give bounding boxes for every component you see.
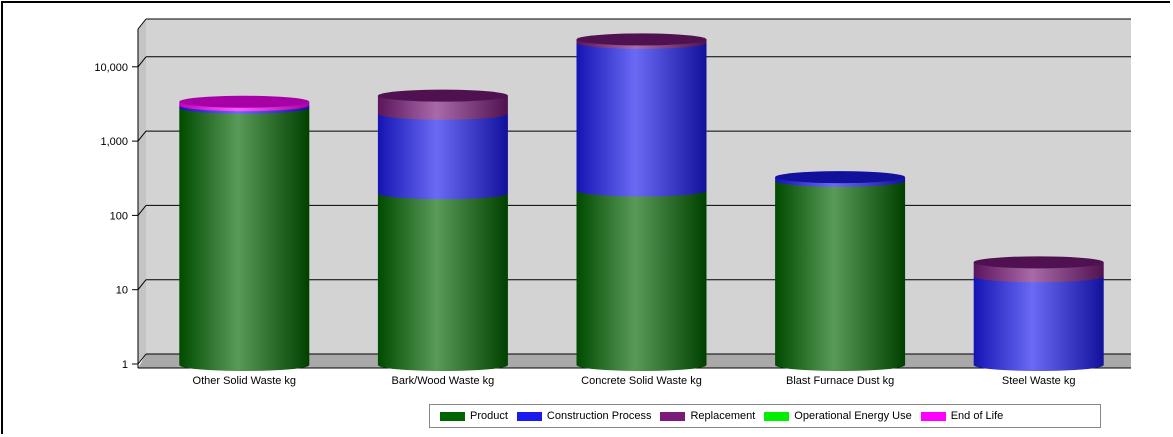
bar-segment <box>973 276 1104 371</box>
chart-legend: Product Construction Process Replacement Op… <box>429 404 1101 428</box>
bar-segment <box>377 193 508 371</box>
y-tick-label: 10,000 <box>94 62 128 74</box>
legend-swatch <box>920 411 946 421</box>
legend-item: End of Life <box>920 410 1004 422</box>
bar-segment <box>576 190 707 371</box>
legend-item: Operational Energy Use <box>764 410 912 422</box>
gridline-side <box>137 205 147 216</box>
bar-segment <box>179 107 310 371</box>
legend-swatch <box>764 411 790 421</box>
bar-segment <box>576 42 707 197</box>
y-tick-label: 1,000 <box>100 136 128 148</box>
legend-label: Product <box>470 410 508 422</box>
y-tick-label: 1 <box>122 359 128 371</box>
bar-segment <box>775 180 906 371</box>
bar-cap <box>576 33 707 46</box>
bar-segment <box>377 113 508 200</box>
legend-item: Product <box>440 410 508 422</box>
plot-corner-line <box>137 18 147 30</box>
x-category-label: Concrete Solid Waste kg <box>581 375 702 387</box>
legend-item: Construction Process <box>516 410 652 422</box>
bar-cap <box>775 171 906 184</box>
y-tick-label: 10 <box>116 285 128 297</box>
legend-swatch <box>516 411 542 421</box>
legend-label: End of Life <box>950 410 1004 422</box>
x-category-label: Bark/Wood Waste kg <box>392 375 495 387</box>
bar-segment <box>377 95 508 120</box>
x-category-label: Blast Furnace Dust kg <box>786 375 894 387</box>
gridline-side <box>137 279 147 291</box>
legend-label: Construction Process <box>546 410 652 422</box>
x-category-label: Steel Waste kg <box>1002 375 1076 387</box>
gridline-side <box>137 130 147 142</box>
plot-side-wall <box>138 19 146 364</box>
bar-cap <box>377 89 508 102</box>
legend-label: Operational Energy Use <box>794 410 912 422</box>
legend-label: Replacement <box>690 410 756 422</box>
x-category-label: Other Solid Waste kg <box>193 375 297 387</box>
gridline-side <box>137 353 147 365</box>
bar-cap <box>973 256 1104 269</box>
legend-item: Replacement <box>660 410 755 422</box>
legend-swatch <box>660 411 686 421</box>
bar-cap <box>179 95 310 108</box>
y-tick-label: 100 <box>110 210 128 222</box>
legend-swatch <box>440 411 465 421</box>
gridline-side <box>137 56 147 68</box>
